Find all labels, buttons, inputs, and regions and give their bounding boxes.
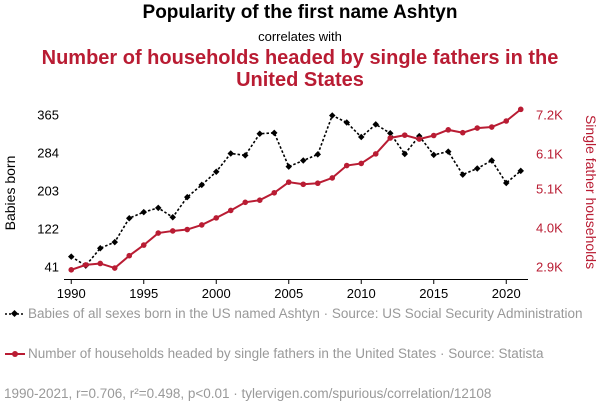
series2-point — [329, 175, 336, 181]
series1-point — [241, 152, 249, 159]
y-right-tick-label: 4.0K — [536, 221, 563, 236]
series1-point — [299, 157, 307, 164]
series2-point — [271, 189, 278, 196]
y-left-tick-label: 365 — [37, 108, 59, 123]
series1-point — [473, 165, 481, 172]
series1-point — [198, 181, 206, 189]
series1-point — [270, 129, 278, 137]
y-left-tick-label: 41 — [45, 260, 59, 275]
series1-point — [517, 167, 525, 175]
series2-point — [372, 151, 379, 157]
series2-point — [242, 199, 249, 206]
series1-point — [372, 121, 380, 128]
series2-point — [256, 197, 263, 203]
series2-point — [184, 226, 191, 233]
series1-point — [256, 130, 264, 138]
x-tick-label: 2020 — [492, 286, 521, 300]
series1-point — [96, 244, 104, 252]
legend-label-series2: Number of households headed by single fa… — [28, 346, 544, 361]
x-tick-label: 2000 — [202, 286, 231, 300]
series1-point — [169, 214, 177, 221]
series1-point — [111, 238, 119, 246]
legend-label-series1: Babies of all sexes born in the US named… — [28, 306, 583, 321]
series-babies-named-ashtyn — [67, 112, 525, 269]
footer-note: 1990-2021, r=0.706, r²=0.498, p<0.01 · t… — [4, 386, 492, 401]
series2-point — [155, 230, 162, 236]
y-left-tick-label: 284 — [37, 146, 59, 161]
chart-title: Popularity of the first name Ashtyn — [142, 2, 458, 23]
x-tick-label: 1990 — [57, 286, 86, 300]
y-right-tick-label: 7.2K — [536, 108, 563, 123]
y-right-tick-label: 5.1K — [536, 182, 563, 197]
series2-point — [459, 129, 466, 136]
series2-point — [140, 242, 147, 248]
series2-point — [474, 125, 481, 131]
x-tick-label: 2010 — [347, 286, 376, 300]
x-axis-ticks: 1990 1995 2000 2005 2010 2015 2020 — [57, 279, 521, 300]
x-tick-label: 2005 — [274, 286, 303, 300]
y-right-tick-label: 6.1K — [536, 146, 563, 161]
series1-point — [328, 112, 336, 119]
x-tick-label: 1995 — [129, 286, 158, 300]
series2-point — [82, 262, 89, 268]
series1-point — [227, 150, 235, 157]
y-left-tick-label: 122 — [37, 222, 59, 237]
series2-point — [126, 252, 133, 259]
series1-point — [357, 133, 365, 141]
series2-point — [213, 215, 220, 221]
series2-point — [488, 124, 495, 130]
series2-point — [169, 228, 176, 234]
legend-marker-series2 — [5, 351, 25, 357]
series2-point — [68, 267, 75, 273]
series1-point — [154, 204, 162, 212]
series2-point — [97, 260, 104, 267]
y-axis-right-label: Single father households — [583, 115, 599, 269]
legend-item-series2: Number of households headed by single fa… — [4, 345, 544, 362]
series2-point — [227, 207, 234, 214]
series2-point — [198, 222, 205, 228]
series-single-father-households — [68, 106, 524, 273]
series1-point — [444, 148, 452, 155]
line-chart: 1990 1995 2000 2005 2010 2015 2020 41 122 203 284… — [2, 106, 599, 300]
chart-subtitle: correlates with — [258, 29, 342, 44]
series1-point — [183, 193, 191, 201]
series2-point — [387, 135, 394, 141]
series1-point — [140, 208, 148, 216]
series1-point — [386, 130, 394, 137]
series1-point — [285, 163, 293, 170]
series1-point — [125, 214, 133, 222]
series1-line — [70, 114, 522, 267]
x-tick-label: 2015 — [419, 286, 448, 300]
series2-point — [300, 181, 307, 188]
series2-point — [416, 136, 423, 142]
y-left-tick-label: 203 — [37, 184, 59, 199]
series1-point — [212, 168, 220, 176]
series2-point — [445, 127, 452, 133]
legend-marker-series1 — [5, 309, 25, 318]
series1-point — [314, 151, 322, 158]
series2-point — [358, 160, 365, 167]
y-right-tick-label: 2.9K — [536, 260, 563, 275]
series1-point — [502, 179, 510, 187]
y-axis-left-label: Babies born — [2, 156, 18, 231]
series2-point — [401, 132, 408, 138]
series1-point — [430, 151, 438, 159]
series1-point — [67, 253, 75, 260]
series1-point — [488, 157, 496, 164]
legend-item-series1: Babies of all sexes born in the US named… — [4, 305, 583, 322]
series1-point — [401, 150, 409, 158]
series2-point — [285, 179, 292, 185]
y-axis-right-ticks: 2.9K 4.0K 5.1K 6.1K 7.2K — [536, 108, 563, 275]
series2-point — [343, 162, 350, 169]
series2-line — [70, 108, 522, 271]
y-axis-left-ticks: 41 122 203 284 365 — [37, 108, 59, 275]
series2-point — [430, 132, 437, 139]
series2-point — [517, 106, 524, 113]
series1-point — [459, 171, 467, 178]
series2-point — [111, 265, 118, 271]
series2-point — [314, 180, 321, 187]
chart-title-second: Number of households headed by single fa… — [41, 47, 559, 91]
series2-point — [503, 118, 510, 124]
